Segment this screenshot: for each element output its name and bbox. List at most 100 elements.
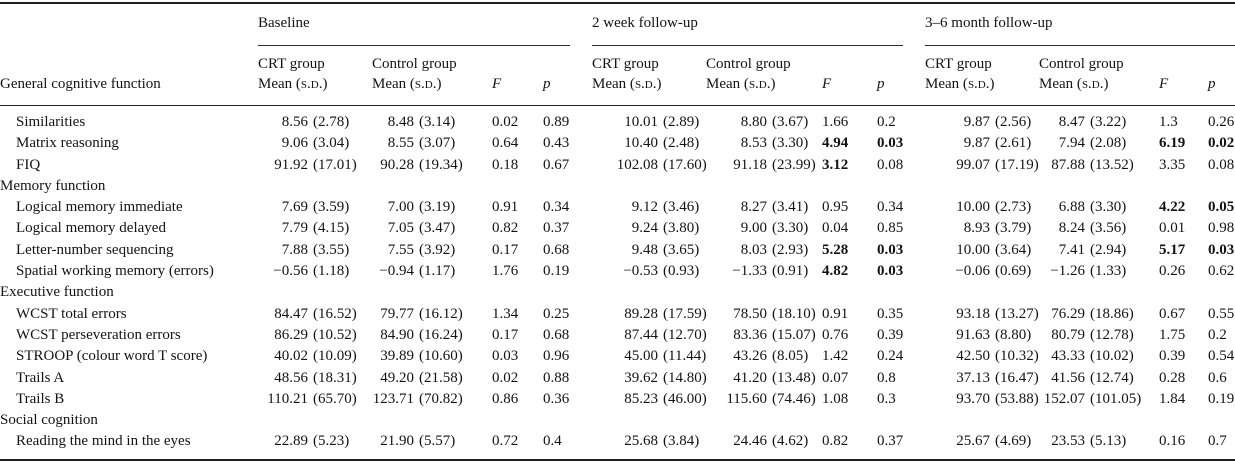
group-header-3-6month: 3–6 month follow-up — [925, 3, 1235, 46]
sd-value: (3.07) — [419, 135, 456, 152]
mean-sd-label: Mean (s.d.) — [706, 76, 776, 92]
sd-value: (65.70) — [313, 390, 357, 407]
control-mean-cell: 87.88 (13.52) — [1039, 155, 1157, 176]
mean-value: 115.60 — [726, 390, 768, 407]
mean-value: −1.33 — [732, 263, 768, 280]
control-mean-cell: 41.56 (12.74) — [1039, 368, 1157, 389]
control-group-header: Control group Mean (s.d.) — [706, 46, 821, 106]
sd-value: (16.52) — [313, 305, 357, 322]
p-value: 0.3 — [877, 390, 896, 407]
p-value: 0.85 — [877, 220, 904, 237]
row-label: Letter-number sequencing — [16, 241, 174, 258]
control-group-header: Control group Mean (s.d.) — [1039, 46, 1158, 106]
control-group-header: Control group Mean (s.d.) — [372, 46, 490, 106]
sd-value: (10.60) — [419, 348, 463, 365]
control-mean-cell: 83.36 (15.07) — [706, 325, 820, 346]
f-value: 1.66 — [822, 114, 849, 130]
sd-value: (5.23) — [313, 433, 350, 450]
p-value: 0.34 — [877, 199, 904, 216]
sd-value: (23.99) — [772, 156, 816, 173]
control-mean-cell: 78.50 (18.10) — [706, 304, 820, 325]
p-value: 0.03 — [1208, 241, 1235, 258]
mean-value: −0.56 — [273, 263, 308, 280]
crt-mean-cell: 93.18 (13.27) — [925, 304, 1039, 325]
mean-value: −0.94 — [379, 263, 414, 280]
f-value: 0.91 — [822, 305, 849, 322]
control-mean-cell: 8.24 (3.56) — [1039, 218, 1157, 239]
sd-value: (70.82) — [419, 390, 463, 407]
mean-value: 7.94 — [1058, 135, 1086, 152]
f-value: 5.17 — [1159, 241, 1186, 258]
p-value: 0.43 — [543, 135, 570, 152]
f-value: 1.34 — [492, 305, 519, 322]
sd-value: (1.33) — [1090, 263, 1127, 280]
crt-mean-cell: 8.93 (3.79) — [925, 218, 1039, 239]
f-value: 0.28 — [1159, 369, 1186, 386]
control-mean-cell: 43.26 (8.05) — [706, 346, 820, 367]
p-value: 0.96 — [543, 348, 570, 365]
sd-value: (74.46) — [772, 390, 816, 407]
mean-value: 24.46 — [733, 433, 768, 450]
sd-value: (16.47) — [995, 369, 1039, 386]
f-value: 0.17 — [492, 241, 519, 258]
crt-mean-cell: 22.89 (5.23) — [258, 431, 372, 459]
control-mean-cell: 7.41 (2.94) — [1039, 240, 1157, 261]
empty-cells — [258, 282, 1235, 303]
sd-value: (18.86) — [1090, 305, 1134, 322]
section-row: Social cognition — [0, 410, 1235, 431]
p-value: 0.26 — [1208, 114, 1235, 130]
row-label: Similarities — [16, 114, 86, 130]
table-row: WCST total errors 84.47 (16.52) 79.77 (16.12… — [0, 304, 1235, 325]
sd-value: (4.15) — [313, 220, 350, 237]
p-value: 0.67 — [543, 156, 570, 173]
mean-value: 7.88 — [281, 241, 308, 258]
mean-value: 91.63 — [956, 326, 991, 343]
mean-value: 7.69 — [281, 199, 308, 216]
crt-mean-cell: 39.62 (14.80) — [592, 368, 707, 389]
table-row: Spatial working memory (errors) −0.56 (1.1… — [0, 261, 1235, 282]
section-row: Executive function — [0, 282, 1235, 303]
mean-value: 9.87 — [963, 135, 991, 152]
sd-value: (3.19) — [419, 199, 456, 216]
f-value: 1.76 — [492, 263, 519, 280]
mean-value: 83.36 — [733, 326, 768, 343]
control-mean-cell: 90.28 (19.34) — [372, 155, 490, 176]
control-mean-cell: 8.80 (3.67) — [706, 106, 820, 134]
sd-value: (3.14) — [419, 114, 456, 130]
crt-mean-cell: 9.87 (2.61) — [925, 133, 1039, 154]
table-body: Similarities 8.56 (2.78) 8.48 (3.14) 0.02 0.89… — [0, 106, 1235, 460]
sd-value: (8.80) — [995, 326, 1032, 343]
f-value: 0.67 — [1159, 305, 1186, 322]
sd-value: (3.30) — [1090, 199, 1127, 216]
p-value: 0.05 — [1208, 199, 1235, 216]
f-column-header: F — [1157, 46, 1204, 106]
control-mean-cell: −1.26 (1.33) — [1039, 261, 1157, 282]
crt-mean-cell: 85.23 (46.00) — [592, 389, 707, 410]
mean-value: 8.53 — [740, 135, 768, 152]
f-value: 0.86 — [492, 390, 519, 407]
sd-value: (12.78) — [1090, 326, 1134, 343]
sd-value: (2.73) — [995, 199, 1032, 216]
sd-value: (21.58) — [419, 369, 463, 386]
sd-value: (3.59) — [313, 199, 350, 216]
table-row: Letter-number sequencing 7.88 (3.55) 7.55 (3… — [0, 240, 1235, 261]
f-value: 0.82 — [822, 433, 849, 450]
sd-value: (13.52) — [1090, 156, 1134, 173]
sd-value: (8.05) — [772, 348, 809, 365]
p-column-header: p — [870, 46, 926, 106]
control-mean-cell: 115.60 (74.46) — [706, 389, 820, 410]
p-value: 0.03 — [877, 263, 904, 280]
table-row: Reading the mind in the eyes 22.89 (5.23) 2… — [0, 431, 1235, 459]
sd-value: (1.17) — [419, 263, 456, 280]
mean-value: 45.00 — [624, 348, 659, 365]
p-value: 0.39 — [877, 326, 904, 343]
table-row: WCST perseveration errors 86.29 (10.52) 84.… — [0, 325, 1235, 346]
control-mean-cell: 8.55 (3.07) — [372, 133, 490, 154]
sd-value: (2.93) — [772, 241, 809, 258]
control-mean-cell: 7.05 (3.47) — [372, 218, 490, 239]
f-value: 6.19 — [1159, 135, 1186, 152]
row-label: Matrix reasoning — [16, 135, 119, 152]
table-row: STROOP (colour word T score) 40.02 (10.09)… — [0, 346, 1235, 367]
control-mean-cell: 8.27 (3.41) — [706, 197, 820, 218]
